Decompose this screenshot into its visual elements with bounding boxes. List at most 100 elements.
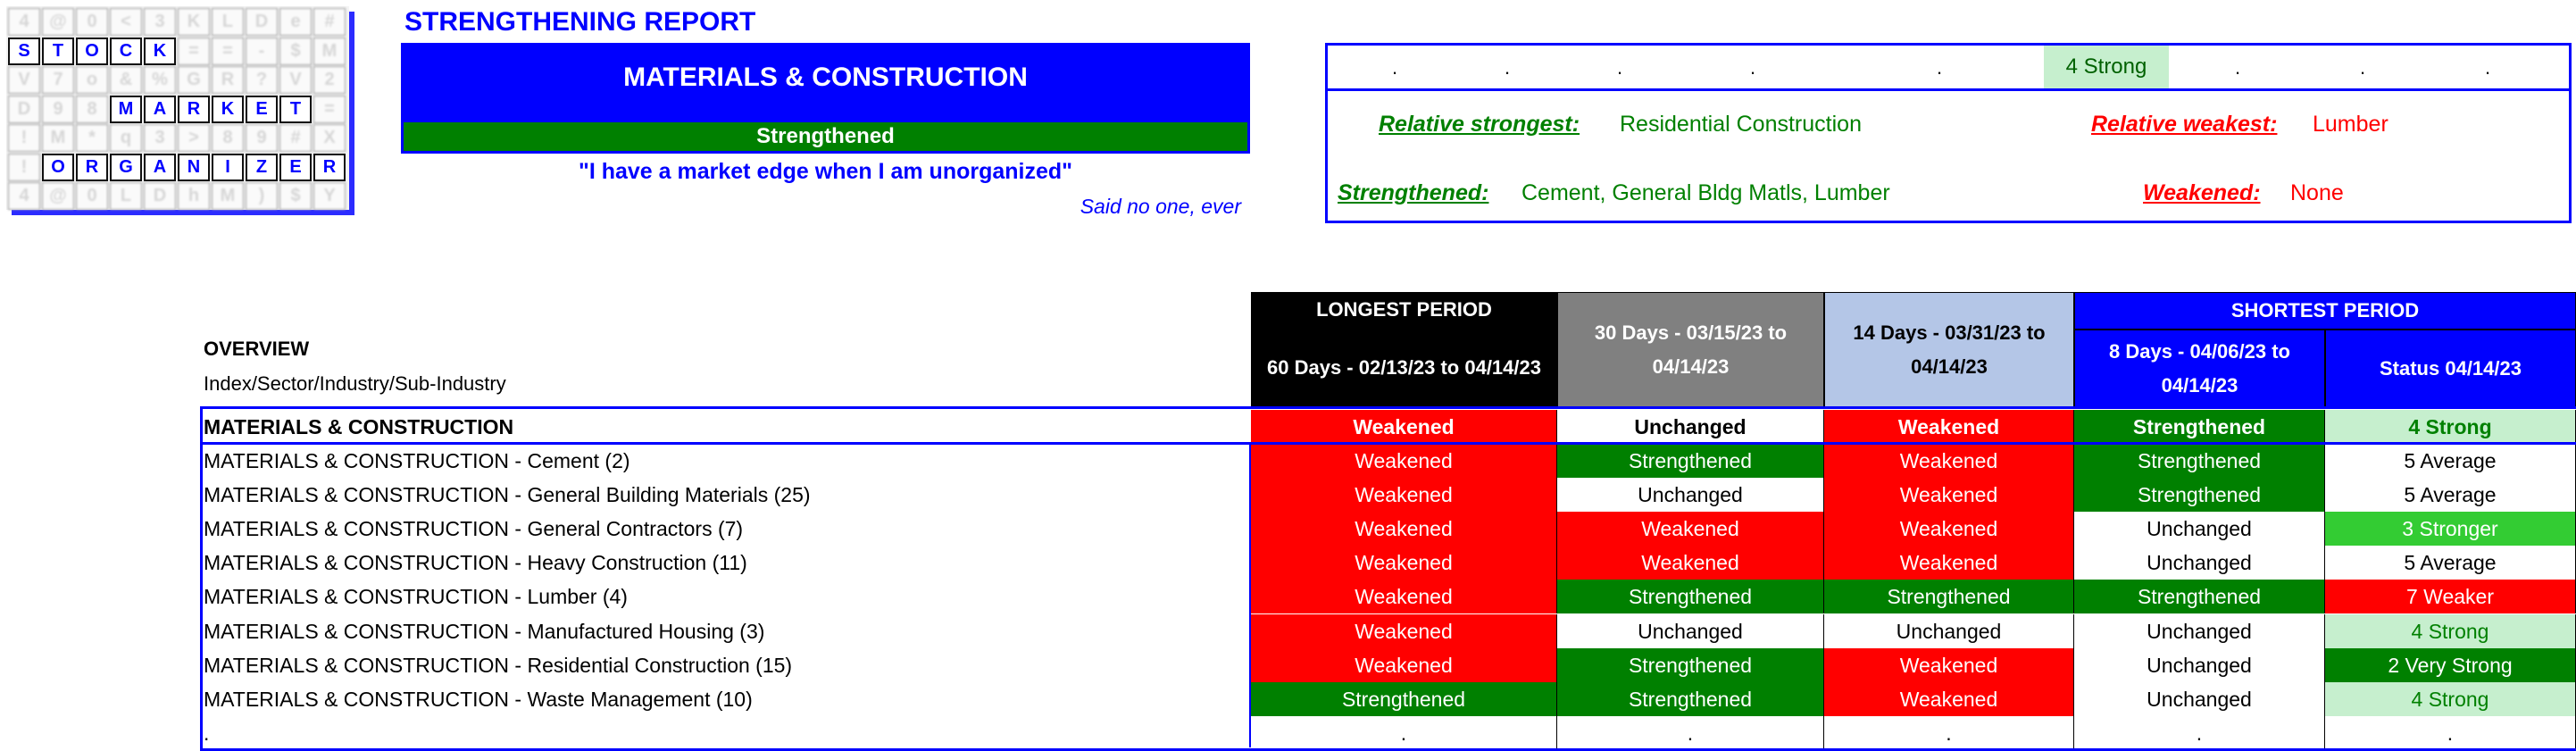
status-cell: Unchanged xyxy=(2074,681,2325,716)
status-cell: Weakened xyxy=(1251,613,1557,648)
summary-placeholder-dot: . xyxy=(2360,56,2366,79)
logo-letter-tile: - xyxy=(246,37,278,65)
logo-letter-tile: & xyxy=(110,66,142,94)
logo-letter-tile: R xyxy=(178,95,210,123)
logo-letter-tile: 0 xyxy=(76,182,108,210)
row-label: MATERIALS & CONSTRUCTION - Lumber (4) xyxy=(204,585,628,609)
strengthened-label: Strengthened: xyxy=(1338,180,1489,205)
table-row: MATERIALS & CONSTRUCTION - General Build… xyxy=(200,478,2576,513)
logo-letter-tile: ! xyxy=(8,153,40,181)
logo-letter-tile: M xyxy=(313,37,346,65)
logo-letter-tile: 9 xyxy=(246,124,278,152)
row-label: MATERIALS & CONSTRUCTION - General Build… xyxy=(204,483,811,507)
status-cell: Strengthened xyxy=(1557,681,1824,716)
logo-letter-tile: 9 xyxy=(42,95,74,123)
logo-letter-tile: @ xyxy=(42,8,74,36)
status-cell: Weakened xyxy=(1824,512,2074,547)
summary-status-badge: 4 Strong xyxy=(2044,46,2169,88)
logo-letter-tile: Z xyxy=(246,153,278,181)
logo-letter-tile: K xyxy=(178,8,210,36)
status-cell: . xyxy=(2074,715,2325,750)
sector-name: MATERIALS & CONSTRUCTION xyxy=(623,63,1028,92)
logo-letter-tile: = xyxy=(178,37,210,65)
logo-letter-tile: R xyxy=(313,153,346,181)
table-row: MATERIALS & CONSTRUCTION - Residential C… xyxy=(200,647,2576,682)
summary-placeholder-dot: . xyxy=(1937,56,1943,79)
logo-letter-tile: 8 xyxy=(212,124,244,152)
row-label: MATERIALS & CONSTRUCTION - General Contr… xyxy=(204,517,744,541)
status-cell: 4 Strong xyxy=(2325,681,2576,716)
status-cell: Unchanged xyxy=(2074,512,2325,547)
column-header-14-days: 14 Days - 03/31/23 to 04/14/23 xyxy=(1824,292,2074,408)
sector-status-badge: Strengthened xyxy=(404,122,1247,151)
logo-letter-tile: A xyxy=(144,153,176,181)
logo-letter-tile: ! xyxy=(8,124,40,152)
column-header-status: Status 04/14/23 xyxy=(2325,330,2576,408)
status-cell: . xyxy=(1824,715,2074,750)
logo-letter-tile: O xyxy=(42,153,74,181)
table-row: MATERIALS & CONSTRUCTION - Heavy Constru… xyxy=(200,546,2576,580)
overview-title: OVERVIEW xyxy=(204,338,310,360)
logo-letter-tile: V xyxy=(279,66,312,94)
status-cell: Unchanged xyxy=(1824,613,2074,648)
row-label: MATERIALS & CONSTRUCTION - Heavy Constru… xyxy=(204,551,747,575)
summary-box: ..... 4 Strong... Relative strongest: Res… xyxy=(1325,43,2572,223)
status-cell: Weakened xyxy=(1824,681,2074,716)
row-label: . xyxy=(204,721,210,745)
status-cell: Weakened xyxy=(1251,444,1557,478)
logo-letter-tile: X xyxy=(313,124,346,152)
logo-letter-tile: $ xyxy=(279,37,312,65)
overview-subtitle: Index/Sector/Industry/Sub-Industry xyxy=(204,372,506,395)
logo-letter-tile: D xyxy=(144,182,176,210)
weakened-label: Weakened: xyxy=(2143,180,2261,205)
table-divider xyxy=(200,442,2576,445)
logo-letter-tile: I xyxy=(212,153,244,181)
status-cell: Strengthened xyxy=(1251,681,1557,716)
logo-letter-tile: N xyxy=(178,153,210,181)
logo-letter-tile: 7 xyxy=(42,66,74,94)
table-row: MATERIALS & CONSTRUCTION - General Contr… xyxy=(200,512,2576,547)
row-label: MATERIALS & CONSTRUCTION - Manufactured … xyxy=(204,619,765,643)
status-cell: Unchanged xyxy=(2074,647,2325,682)
status-cell: Weakened xyxy=(1251,580,1557,614)
summary-placeholder-dot: . xyxy=(1505,56,1511,79)
row-label: MATERIALS & CONSTRUCTION - Waste Managem… xyxy=(204,687,753,711)
logo-letter-tile: # xyxy=(313,8,346,36)
status-cell: Strengthened xyxy=(2074,444,2325,478)
status-cell: 5 Average xyxy=(2325,546,2576,580)
status-cell: Weakened xyxy=(1824,546,2074,580)
column-header-8-days: 8 Days - 04/06/23 to 04/14/23 xyxy=(2074,330,2325,408)
status-cell: Weakened xyxy=(1251,410,1557,444)
status-cell: Strengthened xyxy=(1557,444,1824,478)
status-cell: Weakened xyxy=(1824,647,2074,682)
status-cell: 4 Strong xyxy=(2325,613,2576,648)
status-cell: 4 Strong xyxy=(2325,410,2576,444)
table-row: MATERIALS & CONSTRUCTION - Cement (2) Wea… xyxy=(200,444,2576,478)
row-label: MATERIALS & CONSTRUCTION - Cement (2) xyxy=(204,449,630,472)
status-cell: 7 Weaker xyxy=(2325,580,2576,614)
logo-letter-tile: 8 xyxy=(76,95,108,123)
logo-letter-tile: G xyxy=(110,153,142,181)
logo-letter-tile: 3 xyxy=(144,8,176,36)
logo-letter-tile: G xyxy=(178,66,210,94)
status-cell: Unchanged xyxy=(1557,478,1824,513)
table-row: MATERIALS & CONSTRUCTION - Waste Managem… xyxy=(200,681,2576,716)
logo-letter-tile: q xyxy=(110,124,142,152)
status-cell: Weakened xyxy=(1251,546,1557,580)
logo-letter-tile: L xyxy=(110,182,142,210)
logo-letter-tile: h xyxy=(178,182,210,210)
relative-weakest-value: Lumber xyxy=(2313,112,2388,137)
logo-letter-tile: T xyxy=(279,95,312,123)
logo-letter-tile: Y xyxy=(313,182,346,210)
status-cell: 3 Stronger xyxy=(2325,512,2576,547)
status-cell: Unchanged xyxy=(1557,410,1824,444)
logo-letter-tile: > xyxy=(178,124,210,152)
logo-letter-tile: % xyxy=(144,66,176,94)
table-row: MATERIALS & CONSTRUCTION - Lumber (4) Wea… xyxy=(200,580,2576,614)
status-cell: Unchanged xyxy=(1557,613,1824,648)
row-label: MATERIALS & CONSTRUCTION - Residential C… xyxy=(204,653,793,677)
logo-letter-tile: 4 xyxy=(8,182,40,210)
status-cell: 5 Average xyxy=(2325,444,2576,478)
column-header-30-days: 30 Days - 03/15/23 to 04/14/23 xyxy=(1557,292,1824,408)
